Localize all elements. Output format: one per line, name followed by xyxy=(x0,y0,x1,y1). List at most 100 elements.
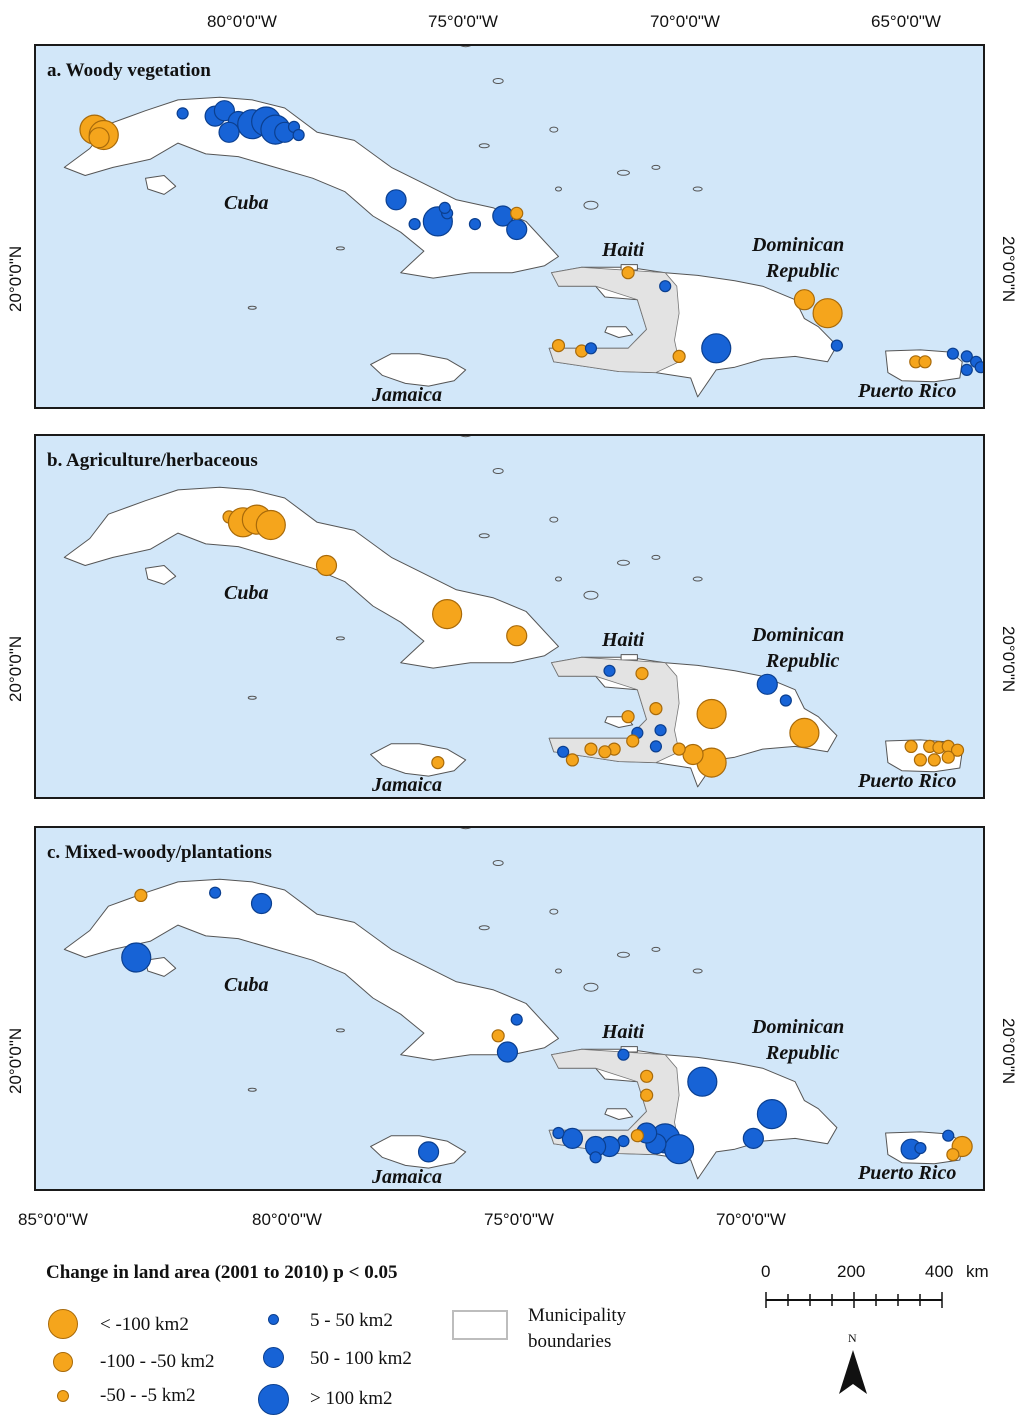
legend-label-p50-100: 50 - 100 km2 xyxy=(310,1348,412,1369)
cay-outline xyxy=(549,516,559,523)
north-label: N xyxy=(848,1331,857,1345)
change-marker-m50-5 xyxy=(431,756,445,770)
cay-outline xyxy=(616,951,630,958)
land-layer xyxy=(63,828,963,1180)
scale-unit: km xyxy=(966,1262,989,1281)
bottom-lon-85: 85°0'0"W xyxy=(18,1210,88,1229)
land-cuba xyxy=(63,878,559,1061)
cay-outline xyxy=(335,246,345,251)
land-gonave xyxy=(604,1108,634,1120)
lat-right-c: 20°0'0"N xyxy=(999,1018,1018,1085)
cay-outline xyxy=(692,186,703,192)
cay-outline xyxy=(692,576,703,582)
change-marker-m100-50 xyxy=(506,625,528,647)
change-marker-p50-100 xyxy=(385,189,407,211)
change-marker-m50-5 xyxy=(649,702,663,716)
change-marker-m50-5 xyxy=(565,753,580,767)
cay-outline xyxy=(583,200,599,210)
legend-municipality-label-2: boundaries xyxy=(528,1331,612,1352)
change-marker-p5-50 xyxy=(914,1142,927,1155)
land-haiti xyxy=(548,266,680,374)
cay-outline xyxy=(616,169,630,176)
scale-bar xyxy=(765,1292,943,1308)
change-marker-m100-50 xyxy=(793,289,816,311)
scale-tick-400: 400 xyxy=(925,1262,954,1281)
lat-left-c: 20°0'0"N xyxy=(6,1027,25,1094)
label-puerto-rico: Puerto Rico xyxy=(858,770,957,792)
cay-outline xyxy=(247,695,257,700)
change-marker-m50-5 xyxy=(598,745,612,759)
change-marker-lt100 xyxy=(696,698,727,730)
change-marker-p5-50 xyxy=(617,1048,630,1061)
land-isle-youth xyxy=(145,957,177,977)
lat-left-a: 20°0'0"N xyxy=(6,245,25,312)
change-marker-gt100 xyxy=(701,333,732,364)
change-marker-gt100 xyxy=(664,1134,695,1165)
change-marker-p50-100 xyxy=(218,121,240,143)
legend-label-m50-5: -50 - -5 km2 xyxy=(100,1385,196,1406)
change-marker-p50-100 xyxy=(213,100,235,122)
cay-outline xyxy=(460,436,472,438)
change-marker-p5-50 xyxy=(960,363,973,376)
change-marker-m50-5 xyxy=(927,753,941,767)
north-arrow-icon xyxy=(839,1350,867,1394)
label-republic: Republic xyxy=(766,1042,840,1064)
cay-outline xyxy=(651,554,661,560)
change-marker-p5-50 xyxy=(659,280,672,293)
change-marker-p5-50 xyxy=(589,1151,602,1164)
map-c-svg xyxy=(63,828,973,1180)
cay-outline xyxy=(247,1087,257,1092)
cay-outline xyxy=(478,143,490,149)
legend-label-m100-50: -100 - -50 km2 xyxy=(100,1351,215,1372)
change-marker-m50-5 xyxy=(918,355,932,369)
land-isle-youth xyxy=(145,565,177,585)
cay-outline xyxy=(549,908,559,915)
change-marker-p50-100 xyxy=(561,1127,584,1149)
change-marker-m100-50 xyxy=(88,127,110,149)
legend-symbol-m50-5 xyxy=(57,1390,69,1402)
change-marker-lt100 xyxy=(432,599,463,630)
change-marker-m50-5 xyxy=(941,750,955,764)
change-marker-p50-100 xyxy=(742,1127,764,1149)
change-marker-p5-50 xyxy=(946,347,959,360)
label-dominican: Dominican xyxy=(752,234,845,256)
change-marker-p5-50 xyxy=(176,107,189,120)
change-marker-m50-5 xyxy=(491,1029,505,1043)
legend-municipality-swatch xyxy=(452,1310,508,1340)
change-marker-m50-5 xyxy=(510,206,524,220)
scale-tick-0: 0 xyxy=(761,1262,771,1281)
change-marker-m50-5 xyxy=(626,734,640,748)
legend-symbol-lt100 xyxy=(48,1309,78,1339)
map-panel-a: a. Woody vegetation Cuba Haiti Dominican… xyxy=(34,44,985,409)
change-marker-m50-5 xyxy=(672,742,686,756)
lat-left-b: 20°0'0"N xyxy=(6,635,25,702)
change-marker-m100-50 xyxy=(315,554,338,577)
change-marker-m100-50 xyxy=(682,743,704,766)
change-marker-p5-50 xyxy=(603,664,616,677)
cay-outline xyxy=(554,968,562,974)
label-cuba: Cuba xyxy=(224,192,269,214)
land-hispaniola xyxy=(548,266,838,398)
change-marker-m50-5 xyxy=(904,739,918,753)
legend-title: Change in land area (2001 to 2010) p < 0… xyxy=(46,1262,398,1283)
change-marker-lt100 xyxy=(255,509,286,541)
panel-title: a. Woody vegetation xyxy=(47,60,211,81)
label-jamaica: Jamaica xyxy=(372,1166,442,1188)
cay-outline xyxy=(335,636,345,641)
land-tortuga xyxy=(620,654,638,661)
label-republic: Republic xyxy=(766,260,840,282)
change-marker-m50-5 xyxy=(134,888,148,903)
change-marker-p5-50 xyxy=(654,724,667,737)
lat-right-a: 20°0'0"N xyxy=(999,236,1018,303)
cay-outline xyxy=(335,1028,345,1033)
cay-outline xyxy=(247,305,257,310)
legend-label-lt100: < -100 km2 xyxy=(100,1314,189,1335)
land-isle-youth xyxy=(145,175,177,195)
change-marker-p5-50 xyxy=(292,128,305,142)
change-marker-lt100 xyxy=(789,717,820,748)
land-haiti xyxy=(548,656,680,764)
change-marker-m50-5 xyxy=(672,349,686,363)
land-cuba xyxy=(63,96,559,279)
change-marker-m50-5 xyxy=(946,1148,960,1162)
top-lon-65: 65°0'0"W xyxy=(871,12,941,31)
